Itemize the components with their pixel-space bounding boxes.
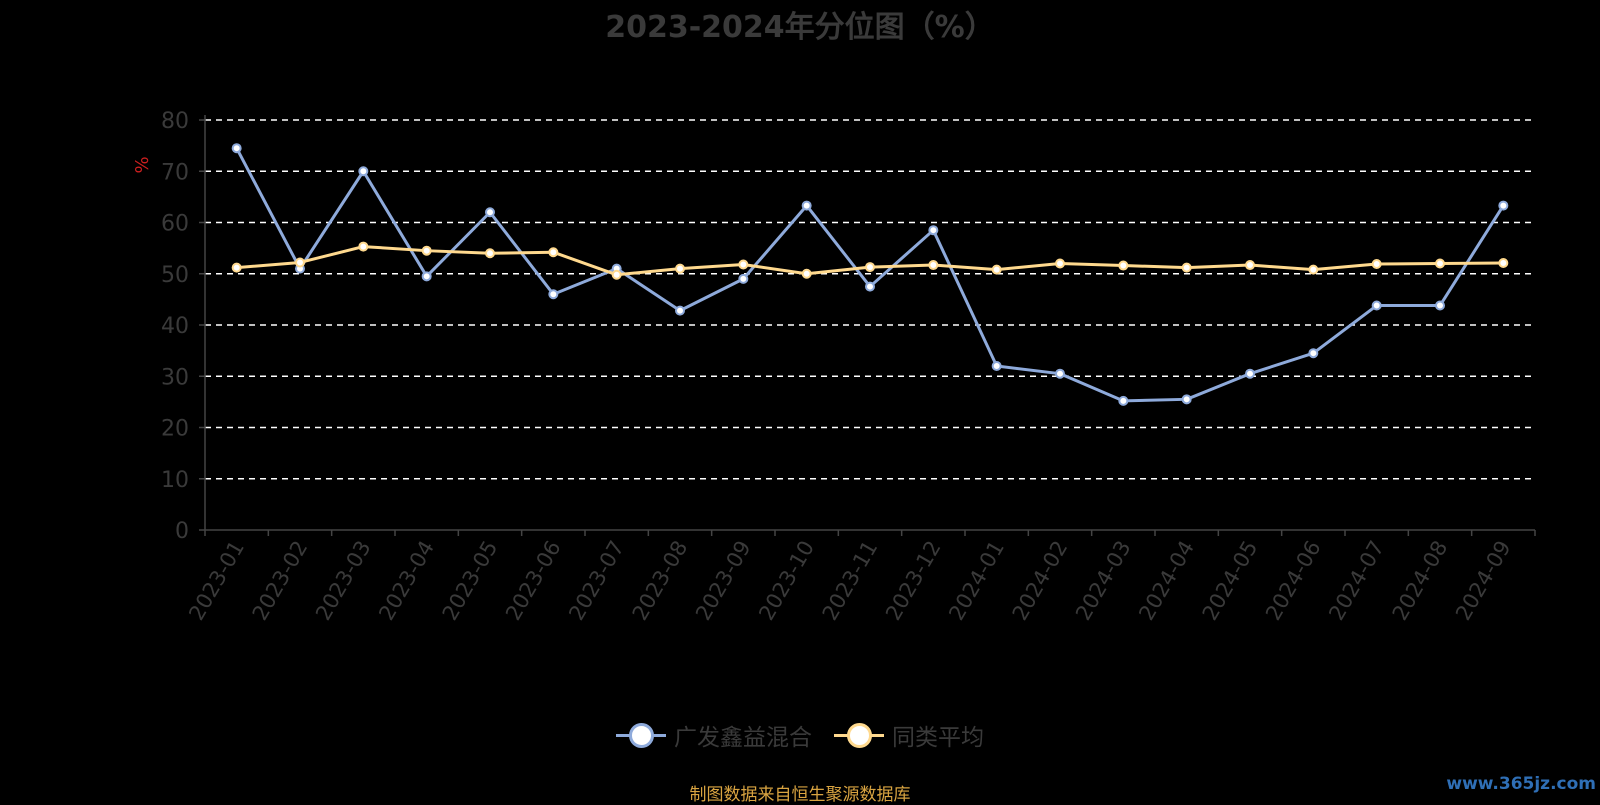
x-tick-label: 2023-07	[564, 537, 629, 625]
y-axis-label: %	[132, 156, 153, 173]
data-point-1	[1118, 260, 1129, 271]
y-tick-label: 40	[161, 314, 189, 339]
data-point-1	[1245, 260, 1255, 271]
data-point-0	[1181, 394, 1192, 405]
data-point-1	[1498, 257, 1509, 268]
data-point-0	[1371, 300, 1382, 311]
x-tick-label: 2024-03	[1071, 537, 1136, 625]
data-point-0	[1118, 395, 1129, 406]
data-point-0	[421, 271, 432, 282]
y-tick-label: 30	[161, 365, 189, 390]
x-tick-label: 2024-04	[1134, 537, 1199, 625]
data-point-0	[928, 225, 939, 236]
data-point-0	[231, 143, 242, 154]
x-tick-label: 2024-06	[1261, 537, 1326, 625]
data-point-0	[1245, 368, 1255, 379]
legend-marker-fund	[616, 723, 666, 748]
legend: 广发鑫益混合 同类平均	[0, 718, 1600, 752]
data-point-1	[675, 263, 685, 274]
data-point-0	[801, 200, 812, 211]
line-chart: 01020304050607080%2023-012023-022023-032…	[132, 109, 1536, 625]
x-tick-label: 2023-11	[818, 537, 883, 625]
data-point-1	[295, 257, 305, 268]
data-point-1	[231, 262, 242, 273]
x-tick-label: 2024-02	[1008, 537, 1073, 625]
x-tick-label: 2023-08	[628, 537, 693, 625]
data-point-0	[1435, 300, 1445, 311]
data-point-0	[738, 273, 749, 284]
x-tick-label: 2024-05	[1198, 537, 1263, 625]
data-point-1	[421, 245, 432, 256]
data-point-1	[358, 241, 369, 252]
x-tick-label: 2023-01	[184, 537, 249, 625]
data-point-0	[1308, 348, 1319, 359]
data-point-0	[865, 281, 875, 292]
y-tick-label: 70	[161, 160, 189, 185]
legend-item-fund[interactable]: 广发鑫益混合	[616, 718, 812, 752]
y-tick-label: 60	[161, 212, 189, 237]
data-point-1	[1055, 258, 1065, 269]
data-point-1	[1308, 264, 1319, 275]
data-point-0	[1055, 368, 1065, 379]
x-tick-label: 2024-08	[1388, 537, 1453, 625]
data-point-1	[1435, 258, 1445, 269]
data-point-1	[801, 268, 812, 279]
x-tick-label: 2023-02	[248, 537, 313, 625]
data-point-1	[928, 260, 939, 271]
data-point-1	[1371, 259, 1382, 270]
y-tick-label: 50	[161, 263, 189, 288]
data-point-1	[611, 269, 622, 280]
x-tick-label: 2023-10	[754, 537, 819, 625]
x-tick-label: 2023-04	[374, 537, 439, 625]
x-tick-label: 2024-01	[944, 537, 1009, 625]
x-tick-label: 2023-05	[438, 537, 503, 625]
data-point-1	[1181, 262, 1192, 273]
legend-marker-average	[834, 723, 884, 748]
data-point-1	[548, 247, 559, 258]
data-point-1	[738, 259, 749, 270]
data-point-1	[991, 264, 1002, 275]
x-tick-label: 2023-03	[311, 537, 376, 625]
x-tick-label: 2023-12	[881, 536, 946, 624]
watermark: www.365jz.com	[1446, 774, 1596, 794]
y-tick-label: 0	[175, 519, 189, 544]
y-tick-label: 80	[161, 109, 189, 134]
data-point-0	[485, 207, 495, 218]
x-tick-label: 2023-06	[501, 537, 566, 625]
legend-label-average: 同类平均	[892, 725, 984, 751]
data-point-1	[485, 248, 495, 259]
data-point-0	[991, 361, 1002, 371]
legend-label-fund: 广发鑫益混合	[674, 725, 812, 751]
y-tick-label: 20	[161, 417, 189, 442]
chart-title: 2023-2024年分位图（%）	[605, 10, 995, 45]
data-point-0	[675, 305, 685, 316]
x-tick-label: 2023-09	[691, 537, 756, 625]
data-point-1	[865, 262, 875, 273]
data-point-0	[1498, 200, 1509, 211]
x-tick-label: 2024-07	[1324, 537, 1389, 625]
data-point-0	[548, 289, 559, 300]
data-source-note: 制图数据来自恒生聚源数据库	[689, 785, 911, 805]
y-tick-label: 10	[161, 468, 189, 493]
data-point-0	[358, 166, 369, 177]
legend-item-average[interactable]: 同类平均	[834, 718, 984, 752]
x-tick-label: 2024-09	[1451, 537, 1516, 625]
